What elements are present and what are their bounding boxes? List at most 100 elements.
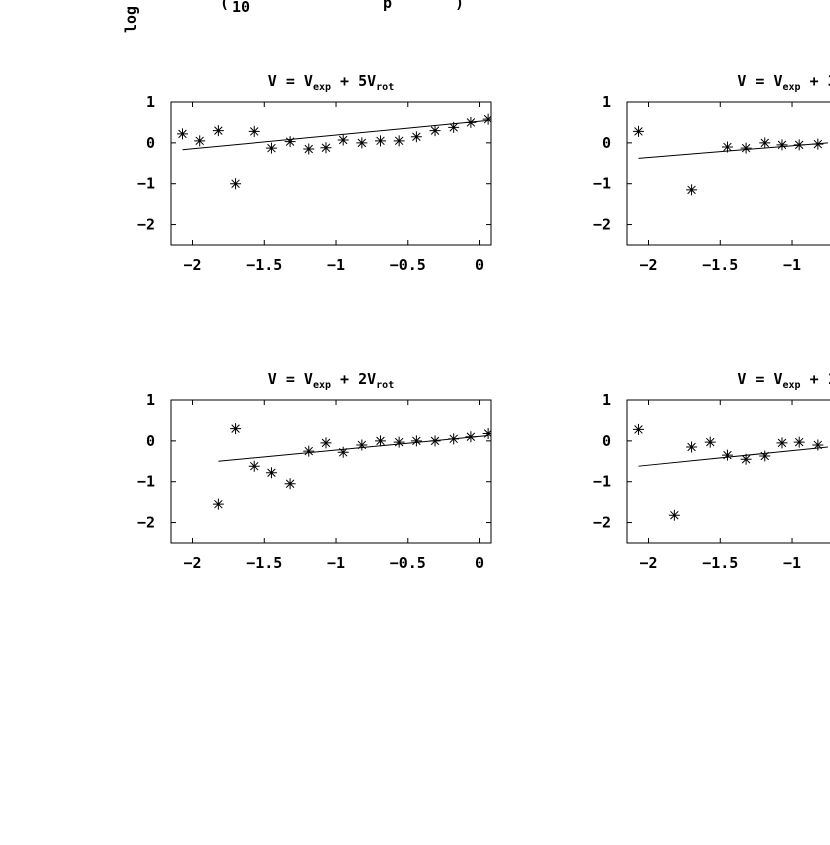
data-point (448, 121, 460, 133)
x-tick-label: −1.5 (702, 554, 738, 572)
ylabel-tail: ( (220, 0, 229, 12)
data-point (248, 125, 260, 137)
plot-area (632, 125, 828, 196)
subplot-1: −2 −1.5 −1 −0.5 0 1 0 −1 −2 V = Vexp + 5Vrot (137, 72, 492, 274)
data-point (793, 436, 805, 448)
subplot-4: −2 −1.5 −1 1 0 −1 −2 V = Vexp + 1 (593, 370, 830, 572)
data-point (793, 139, 805, 151)
data-point (721, 141, 733, 153)
y-tick-label: 0 (602, 432, 611, 450)
x-tick-label: −1 (783, 554, 801, 572)
ylabel-tail3: ) (455, 0, 464, 12)
y-tick-label: 0 (602, 134, 611, 152)
data-point (668, 509, 680, 521)
ylabel-main: log (122, 6, 140, 33)
axes-box (170, 101, 492, 246)
data-point (212, 498, 224, 510)
data-point (448, 433, 460, 445)
data-point (482, 113, 491, 125)
data-point (337, 134, 349, 146)
axes-box (626, 399, 830, 544)
title-sub1: exp (313, 82, 331, 93)
title-mid: + 1 (801, 370, 830, 388)
fit-line (218, 435, 489, 462)
data-point (284, 478, 296, 490)
data-point (320, 142, 332, 154)
data-point (721, 449, 733, 461)
data-point (632, 125, 644, 137)
data-point (740, 142, 752, 154)
title-mid: + 5V (331, 72, 376, 90)
y-tick-label: −1 (593, 175, 611, 193)
data-point (212, 125, 224, 137)
data-point (686, 441, 698, 453)
x-tick-label: −1 (783, 256, 801, 274)
subplot-title: V = Vexp + 2Vrot (268, 370, 394, 391)
data-point (176, 128, 188, 140)
y-tick-label: −2 (593, 216, 611, 234)
data-point (410, 435, 422, 447)
data-point (248, 460, 260, 472)
fit-line (638, 446, 828, 467)
plot-area (176, 113, 491, 190)
data-point (465, 431, 477, 443)
fit-line (182, 119, 489, 151)
data-point (482, 428, 491, 440)
x-tick-label: −1.5 (246, 554, 282, 572)
x-tick-label: −2 (639, 554, 657, 572)
data-point (356, 137, 368, 149)
ylabel-sub: 10 (232, 0, 250, 16)
data-point (320, 437, 332, 449)
title-sub1: exp (782, 380, 800, 391)
x-tick-label: 0 (475, 256, 484, 274)
data-point (230, 423, 242, 435)
fit-line (638, 142, 828, 159)
data-point (759, 137, 771, 149)
y-tick-label: −2 (137, 216, 155, 234)
panels: −2 −1.5 −1 −0.5 010−1−2V = Vexp + 5Vrot−2 −1.… (137, 72, 830, 572)
x-tick-label: −1 (327, 554, 345, 572)
y-tick-label: 1 (602, 391, 611, 409)
x-tick-label: −1.5 (702, 256, 738, 274)
data-point (465, 116, 477, 128)
data-point (265, 467, 277, 479)
x-tick-label: −1.5 (246, 256, 282, 274)
title-main: V = V (737, 370, 782, 388)
data-point (812, 439, 824, 451)
data-point (686, 184, 698, 196)
y-tick-label: −1 (137, 175, 155, 193)
axes-box (626, 101, 830, 246)
title-sub1: exp (313, 380, 331, 391)
y-tick-label: 1 (146, 93, 155, 111)
y-tick-label: −2 (593, 514, 611, 532)
data-point (776, 139, 788, 151)
title-mid: + 2V (331, 370, 376, 388)
data-point (284, 136, 296, 148)
data-point (265, 142, 277, 154)
title-sub2: rot (376, 380, 394, 391)
title-main: V = V (737, 72, 782, 90)
y-tick-label: −2 (137, 514, 155, 532)
plot-area (212, 423, 491, 510)
data-point (704, 436, 716, 448)
data-point (740, 453, 752, 465)
data-point (303, 143, 315, 155)
data-point (356, 439, 368, 451)
data-point (194, 135, 206, 147)
data-point (393, 135, 405, 147)
x-tick-label: −2 (183, 256, 201, 274)
x-tick-label: −0.5 (390, 554, 426, 572)
data-point (632, 423, 644, 435)
data-point (759, 450, 771, 462)
x-tick-label: −0.5 (390, 256, 426, 274)
x-tick-label: 0 (475, 554, 484, 572)
data-point (429, 125, 441, 137)
y-tick-label: −1 (137, 473, 155, 491)
data-point (337, 446, 349, 458)
subplot-title: V = Vexp + 5Vrot (268, 72, 394, 93)
data-point (429, 435, 441, 447)
title-main: V = V (268, 72, 313, 90)
data-point (393, 436, 405, 448)
y-tick-label: 1 (146, 391, 155, 409)
title-mid: + 3 (801, 72, 830, 90)
